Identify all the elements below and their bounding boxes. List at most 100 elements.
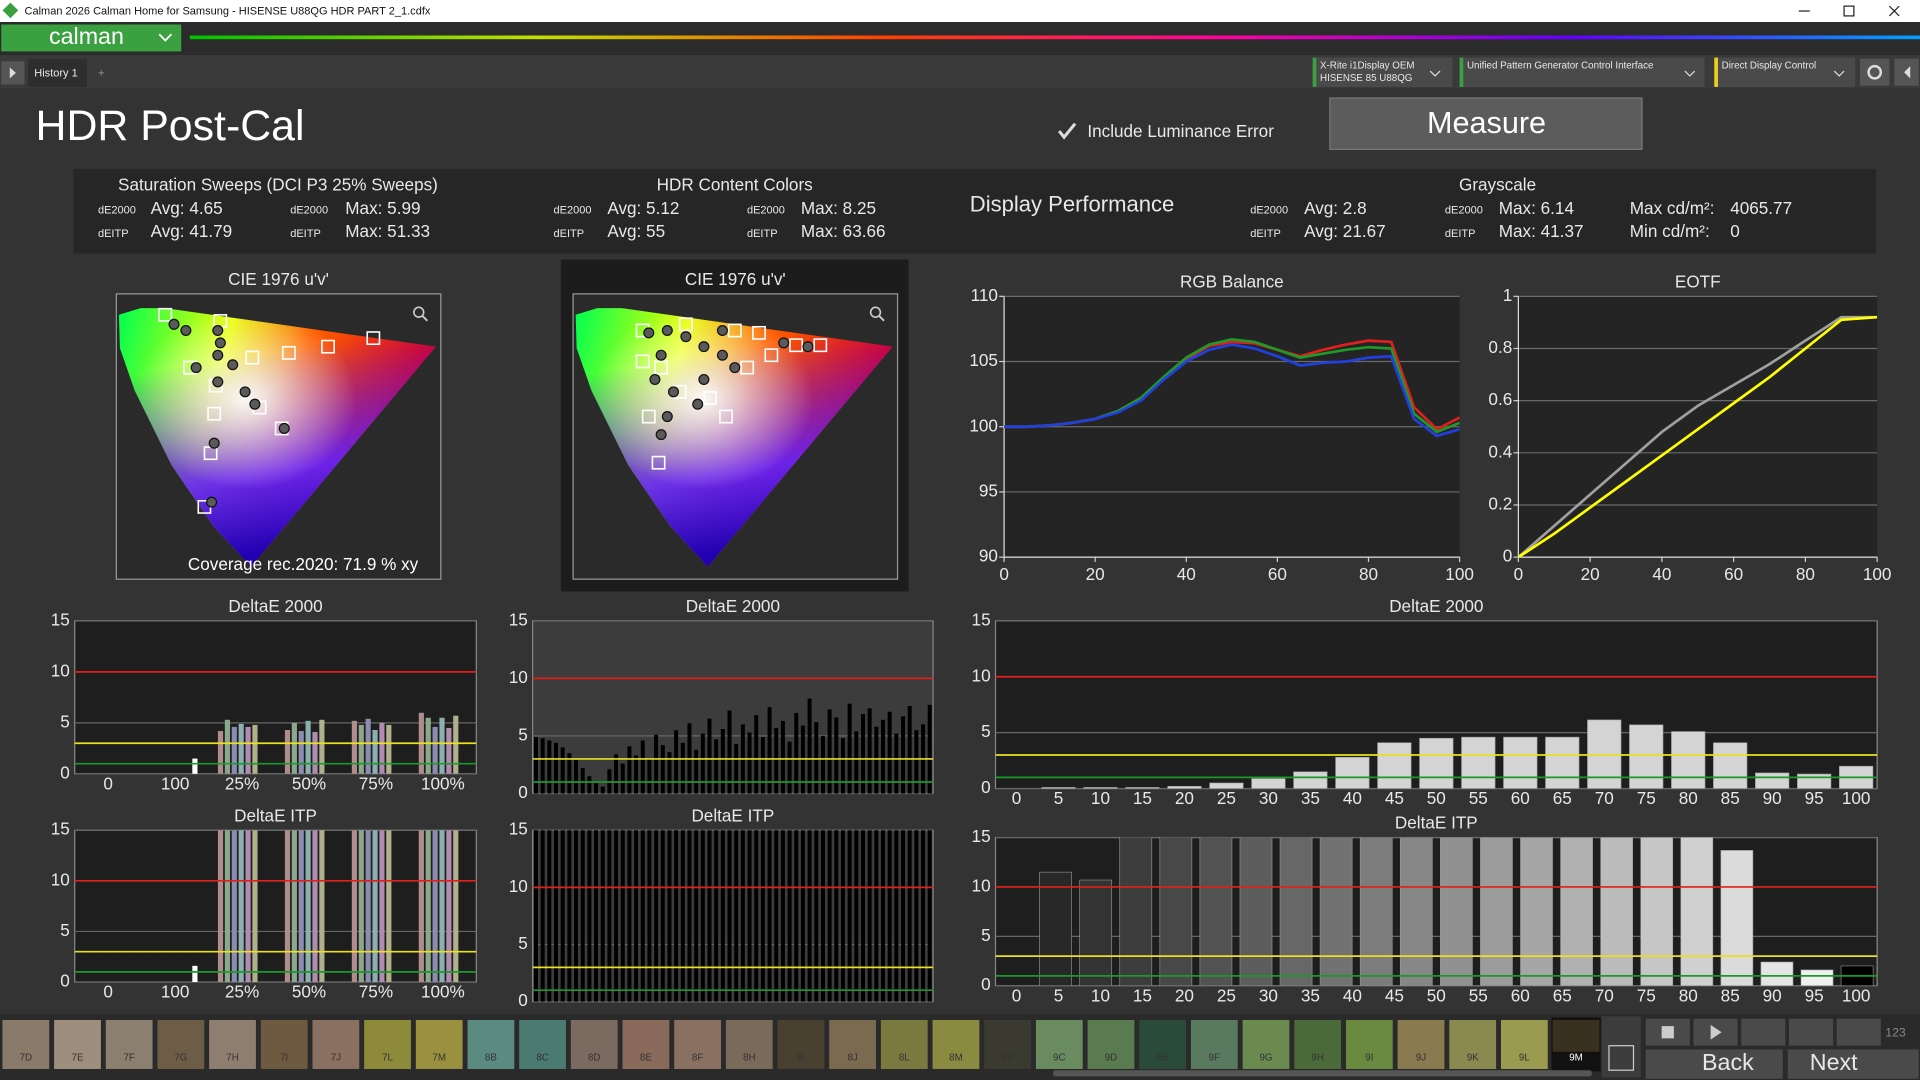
back-label[interactable]: Back [1702, 1049, 1754, 1075]
settings-button[interactable] [1860, 58, 1890, 86]
app-logo-box[interactable] [1, 24, 182, 52]
control-button[interactable] [1741, 1018, 1786, 1046]
target-point [207, 406, 222, 421]
settings-icon [1867, 64, 1883, 80]
bar [351, 830, 357, 983]
control-button[interactable] [1601, 1016, 1641, 1078]
swatch[interactable] [519, 1020, 566, 1069]
swatch[interactable] [312, 1020, 360, 1069]
y-tick-label: 105 [969, 350, 998, 370]
swatch[interactable] [1190, 1020, 1238, 1069]
add-tab[interactable]: + [98, 67, 104, 79]
next-button[interactable] [1787, 1049, 1919, 1079]
y-tick-label: 0.6 [1488, 389, 1512, 409]
device-dropdown[interactable] [1429, 70, 1441, 77]
swatch[interactable] [777, 1020, 825, 1069]
luminance-label[interactable]: Include Luminance Error [1087, 121, 1274, 141]
measured-point [729, 362, 741, 374]
device-display[interactable]: Direct Display Control [1714, 57, 1856, 87]
control-button[interactable] [1788, 1018, 1834, 1046]
bar [727, 710, 732, 794]
swatch[interactable] [1552, 1020, 1600, 1052]
back-button[interactable] [1645, 1049, 1783, 1079]
scrollbar[interactable] [1053, 1070, 1592, 1077]
bar [372, 730, 378, 774]
swatch[interactable] [984, 1020, 1032, 1069]
bar [754, 715, 759, 794]
swatch[interactable] [209, 1020, 256, 1069]
swatch-label: 7I [280, 1053, 288, 1064]
x-tick-label: 50% [292, 773, 326, 793]
swatch-label: 9K [1467, 1053, 1479, 1064]
swatch[interactable] [1345, 1020, 1393, 1069]
swatch[interactable] [1087, 1020, 1135, 1069]
checkmark [1057, 122, 1077, 140]
x-tick-label: 5 [1054, 985, 1064, 1005]
swatch[interactable] [829, 1020, 876, 1069]
swatch[interactable] [1035, 1020, 1083, 1069]
swatch[interactable] [1242, 1020, 1290, 1069]
device-box[interactable] [1312, 57, 1453, 87]
swatch[interactable] [1294, 1020, 1342, 1069]
swatch[interactable] [157, 1020, 205, 1069]
swatch[interactable] [880, 1020, 928, 1069]
swatch[interactable] [932, 1020, 980, 1069]
swatch[interactable] [725, 1020, 773, 1069]
swatch[interactable] [1500, 1020, 1548, 1069]
swatch[interactable] [1397, 1020, 1445, 1069]
bar [1251, 778, 1286, 789]
swatch-label: 7H [226, 1053, 239, 1064]
swatch[interactable] [622, 1020, 670, 1069]
swatch[interactable] [2, 1020, 50, 1069]
bar [881, 719, 886, 794]
swatch[interactable] [674, 1020, 721, 1069]
swatch-label: 9F [1209, 1053, 1220, 1064]
x-tick-label: 100% [421, 773, 465, 793]
zoom-icon[interactable] [869, 306, 882, 318]
swatch[interactable] [467, 1020, 515, 1069]
swatch[interactable] [364, 1020, 411, 1069]
x-tick-label: 25% [225, 773, 259, 793]
swatch[interactable] [570, 1020, 618, 1069]
y-tick-label: 0 [518, 782, 528, 802]
target-point [727, 323, 742, 338]
swatch[interactable] [54, 1020, 101, 1069]
device-dropdown[interactable] [1833, 70, 1845, 77]
x-tick-label: 75% [359, 773, 393, 793]
metric-label: dEITP [98, 228, 129, 240]
device-generator[interactable]: Unified Pattern Generator Control Interf… [1459, 57, 1705, 87]
x-tick-label: 45 [1385, 985, 1404, 1005]
bar [807, 698, 812, 794]
chart: EOTF 0 0.2 0.4 0.6 0.8 1 0 20 40 60 80 100 [1488, 271, 1891, 584]
history-tab[interactable] [28, 58, 87, 87]
bar [867, 708, 872, 794]
bars [533, 830, 932, 1002]
swatch[interactable] [415, 1020, 463, 1069]
device-box[interactable] [1459, 57, 1705, 87]
control-button[interactable] [1836, 1018, 1881, 1046]
swatch[interactable] [260, 1020, 308, 1069]
next-label[interactable]: Next [1810, 1049, 1858, 1075]
device-dropdown[interactable] [1684, 70, 1696, 77]
measure-button[interactable] [1329, 97, 1643, 150]
device-label: Unified Pattern Generator Control Interf… [1467, 61, 1653, 72]
swatch[interactable] [1449, 1020, 1497, 1069]
bar [1720, 850, 1754, 986]
y-tick-label: 0 [60, 971, 70, 991]
target-point [764, 348, 779, 363]
logo-dropdown[interactable] [158, 33, 173, 42]
device-box[interactable] [1714, 57, 1856, 87]
window-controls[interactable] [1798, 5, 1900, 17]
bar [1680, 837, 1714, 986]
swatch[interactable] [105, 1020, 153, 1069]
x-tick-label: 60 [1511, 788, 1530, 808]
device-label: X-Rite i1Display OEM [1320, 61, 1415, 72]
bar [867, 830, 872, 1002]
zoom-icon[interactable] [413, 306, 425, 318]
bar [694, 830, 699, 1002]
bar [780, 720, 785, 794]
swatch[interactable] [1139, 1020, 1187, 1069]
bar [627, 746, 632, 794]
device-meter[interactable]: X-Rite i1Display OEM HISENSE 85 U88QG [1312, 57, 1453, 87]
bar [607, 830, 612, 1002]
